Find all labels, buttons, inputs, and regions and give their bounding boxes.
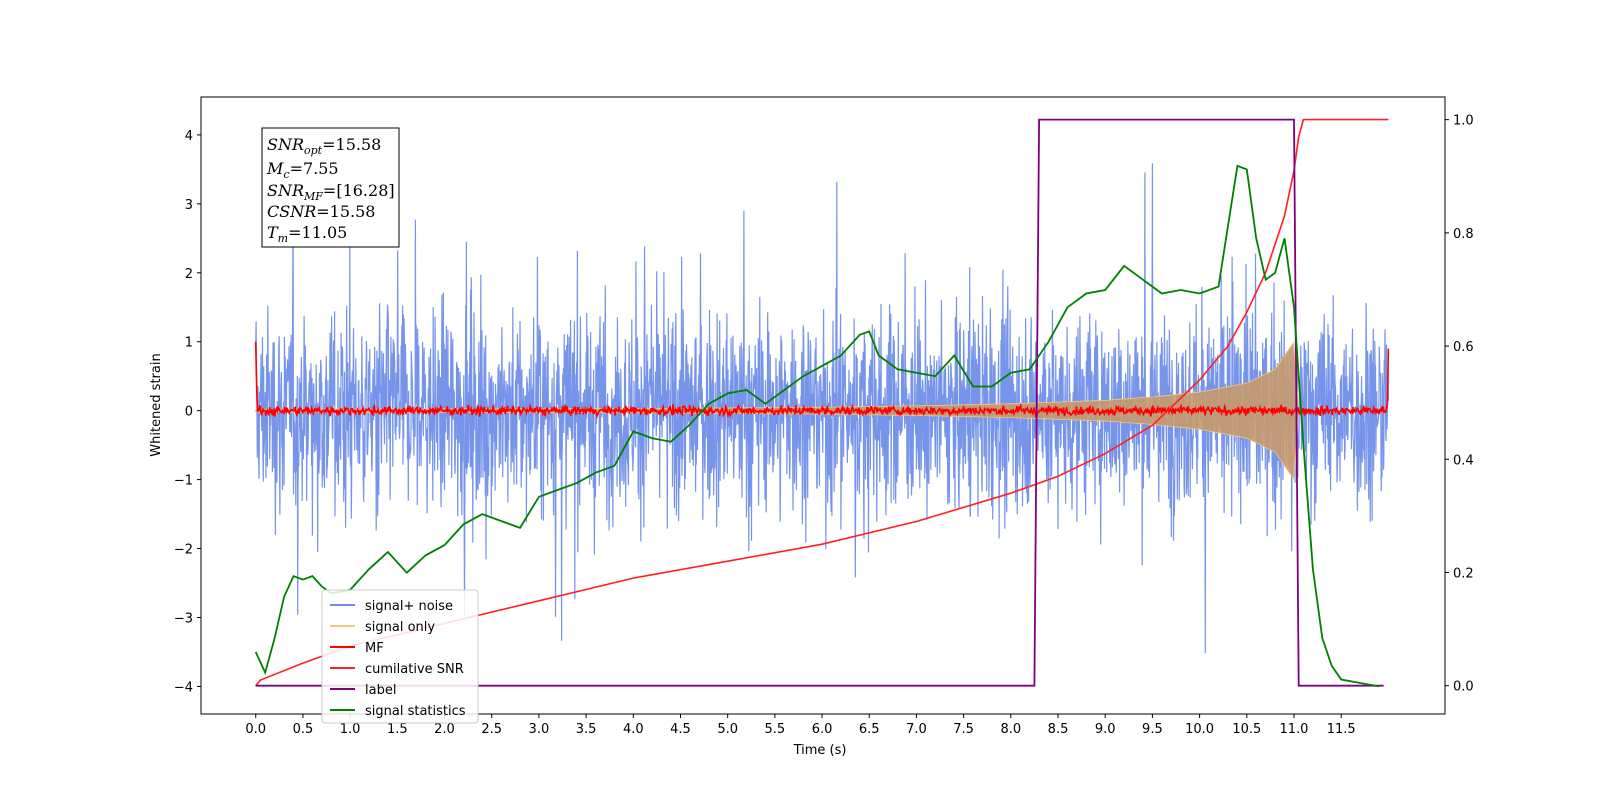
x-tick-label: 6.0 — [812, 722, 833, 737]
x-tick-label: 11.5 — [1327, 722, 1356, 737]
x-tick-label: 0.0 — [245, 722, 266, 737]
annotation-snr-opt: SNRopt=15.58 — [267, 135, 381, 157]
x-tick-label: 8.5 — [1048, 722, 1069, 737]
x-tick-label: 9.5 — [1142, 722, 1163, 737]
y-right-tick-label: 0.8 — [1453, 227, 1474, 242]
y-left-tick-label: 4 — [185, 129, 193, 144]
x-axis: 0.0 0.5 1.0 1.5 2.0 2.5 3.0 3.5 4.0 4.5 5.0 5.5 6.0 6… — [245, 714, 1356, 737]
y-axis-label: Whitened strain — [149, 353, 164, 456]
x-tick-label: 0.5 — [293, 722, 314, 737]
y-left-tick-label: 2 — [185, 267, 193, 282]
series-signal-statistics — [254, 164, 1380, 688]
x-tick-label: 5.0 — [717, 722, 738, 737]
y-left-tick-label: −2 — [174, 543, 193, 558]
y-right-tick-label: 1.0 — [1453, 114, 1474, 129]
x-tick-label: 10.0 — [1185, 722, 1214, 737]
x-tick-label: 3.5 — [576, 722, 597, 737]
x-tick-label: 7.0 — [906, 722, 927, 737]
annotation-csnr: CSNR=15.58 — [267, 202, 375, 221]
plot-frame — [200, 96, 1446, 715]
y-left-tick-label: −4 — [174, 680, 193, 695]
y-left-tick-label: −3 — [174, 611, 193, 626]
y-right-tick-label: 0.2 — [1453, 566, 1474, 581]
y-right-tick-label: 0.0 — [1453, 680, 1474, 695]
x-tick-label: 1.0 — [340, 722, 361, 737]
y-axis-left: 4 3 2 1 0 −1 −2 −3 −4 — [174, 129, 201, 695]
legend-entry-label: signal only — [365, 620, 435, 635]
x-tick-label: 4.5 — [670, 722, 691, 737]
x-tick-label: 3.0 — [529, 722, 550, 737]
x-axis-label: Time (s) — [793, 743, 847, 758]
x-tick-label: 11.0 — [1280, 722, 1309, 737]
x-tick-label: 10.5 — [1232, 722, 1261, 737]
legend-entry-label: label — [365, 683, 396, 698]
legend-entry-label: signal+ noise — [365, 599, 453, 614]
series-label — [255, 118, 1384, 687]
x-tick-label: 2.5 — [481, 722, 502, 737]
x-tick-label: 7.5 — [953, 722, 974, 737]
x-tick-label: 1.5 — [387, 722, 408, 737]
legend-entry-label: cumilative SNR — [365, 662, 464, 677]
x-tick-label: 9.0 — [1095, 722, 1116, 737]
legend: signal+ noise signal only MF cumilative SNR… — [321, 589, 479, 724]
y-axis-right: 1.0 0.8 0.6 0.4 0.2 0.0 — [1445, 114, 1474, 695]
annotation-tm: Tm=11.05 — [267, 223, 347, 245]
x-tick-label: 5.5 — [765, 722, 786, 737]
x-tick-label: 2.0 — [434, 722, 455, 737]
annotation-mc: Mc=7.55 — [266, 159, 339, 181]
x-tick-label: 8.0 — [1000, 722, 1021, 737]
x-tick-label: 4.0 — [623, 722, 644, 737]
legend-entry-label: MF — [365, 641, 384, 656]
y-left-tick-label: 3 — [185, 198, 193, 213]
y-left-tick-label: 1 — [185, 336, 193, 351]
legend-entry-label: signal statistics — [365, 704, 466, 719]
stats-annotation-box: SNRopt=15.58 Mc=7.55 SNRMF=[16.28] CSNR=… — [261, 127, 400, 248]
y-right-tick-label: 0.4 — [1453, 453, 1474, 468]
series-mf — [254, 341, 1390, 420]
y-left-tick-label: −1 — [174, 474, 193, 489]
x-tick-label: 6.5 — [859, 722, 880, 737]
y-right-tick-label: 0.6 — [1453, 340, 1474, 355]
y-left-tick-label: 0 — [185, 405, 193, 420]
annotation-snr-mf: SNRMF=[16.28] — [267, 181, 395, 203]
